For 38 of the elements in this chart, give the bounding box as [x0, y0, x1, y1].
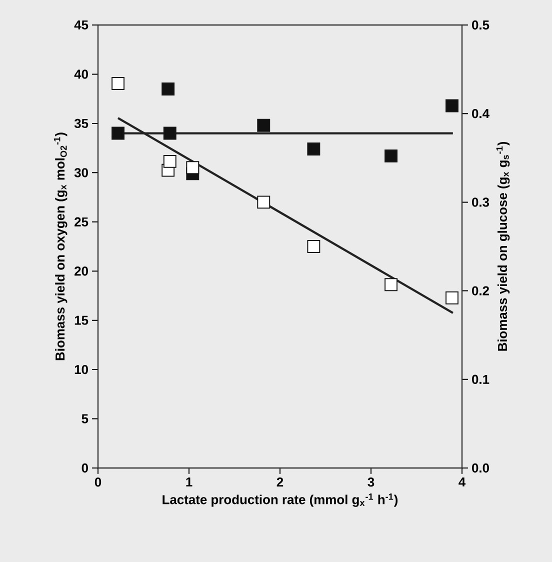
point: [163, 154, 176, 168]
x-tick-label: 3: [368, 477, 374, 487]
y-tick-label: 45: [74, 20, 88, 30]
point: [112, 126, 124, 140]
point: [257, 196, 270, 209]
y-tick-label: 20: [74, 266, 88, 276]
point: [446, 291, 458, 304]
y-tick-label: 15: [74, 316, 88, 325]
x-tick-label: 0: [94, 477, 102, 487]
y-axis-title: Biomass yield on oxygen (g$_{x}$ mol$_{O2}$$^{-1}$): [54, 132, 68, 360]
point: [446, 99, 458, 112]
y2-tick-label: 0.0: [472, 463, 489, 473]
x-tick-label: 4: [458, 478, 466, 486]
y-tick-label: 5: [82, 414, 88, 424]
x-tick-label: 2: [276, 477, 284, 487]
point: [112, 76, 124, 90]
point: [384, 278, 398, 292]
point: [163, 126, 176, 140]
point: [307, 240, 320, 253]
y-tick-label: 35: [74, 118, 88, 128]
y2-tick-label: 0.5: [472, 20, 490, 30]
y-tick-label: 0: [82, 463, 88, 473]
point: [384, 149, 398, 162]
y-tick-label: 25: [74, 217, 88, 226]
y2-tick-label: 0.2: [472, 286, 489, 296]
point: [186, 161, 200, 174]
y2-axis-title: Biomass yield on glucose (g$_{x}$ g$_{s}$$^{-1}$): [496, 142, 510, 351]
y-tick-label: 30: [74, 168, 88, 178]
x-tick-label: 1: [186, 478, 192, 486]
y-tick-label: 40: [74, 70, 88, 79]
y2-tick-label: 0.1: [472, 374, 490, 384]
y2-tick-label: 0.4: [472, 109, 490, 118]
point: [307, 142, 320, 156]
y-tick-label: 10: [74, 364, 88, 374]
point: [257, 118, 270, 132]
point: [162, 82, 175, 96]
y2-tick-label: 0.3: [472, 198, 490, 207]
x-axis-title: Lactate production rate (mmol g$_{x}$$^{-1}$ h$^{-1}$): [162, 494, 398, 507]
